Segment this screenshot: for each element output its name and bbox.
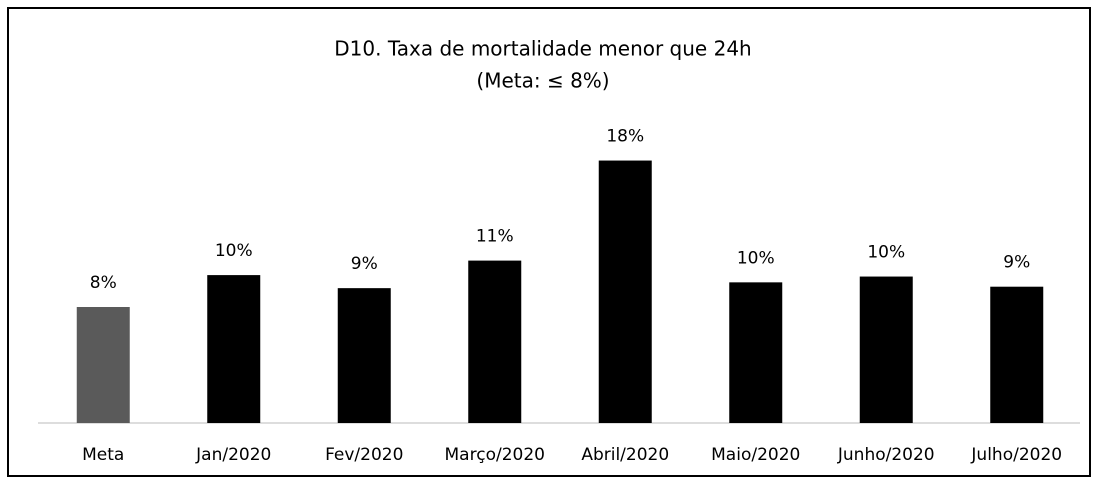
chart-title: D10. Taxa de mortalidade menor que 24h xyxy=(334,37,751,61)
value-label: 8% xyxy=(90,273,117,293)
x-tick-label: Fev/2020 xyxy=(325,445,403,465)
value-label: 10% xyxy=(867,243,905,263)
x-tick-label: Jan/2020 xyxy=(195,445,271,465)
x-tick-label: Julho/2020 xyxy=(970,445,1062,465)
bar xyxy=(337,288,391,423)
bar xyxy=(859,276,913,423)
value-label: 18% xyxy=(606,127,644,147)
bar xyxy=(729,282,783,423)
value-label: 10% xyxy=(737,248,775,268)
x-tick-label: Abril/2020 xyxy=(581,445,669,465)
value-label: 9% xyxy=(1003,253,1030,273)
x-tick-label: Junho/2020 xyxy=(837,445,935,465)
bar xyxy=(76,307,130,423)
bar xyxy=(990,286,1044,423)
chart-subtitle: (Meta: ≤ 8%) xyxy=(476,69,609,93)
x-tick-label: Março/2020 xyxy=(445,445,545,465)
bar xyxy=(468,260,522,423)
value-label: 9% xyxy=(351,254,378,274)
value-label: 10% xyxy=(215,241,253,261)
bar xyxy=(207,275,261,423)
value-label: 11% xyxy=(476,227,514,247)
bar xyxy=(598,160,652,424)
x-tick-label: Meta xyxy=(82,445,124,465)
x-tick-label: Maio/2020 xyxy=(711,445,800,465)
